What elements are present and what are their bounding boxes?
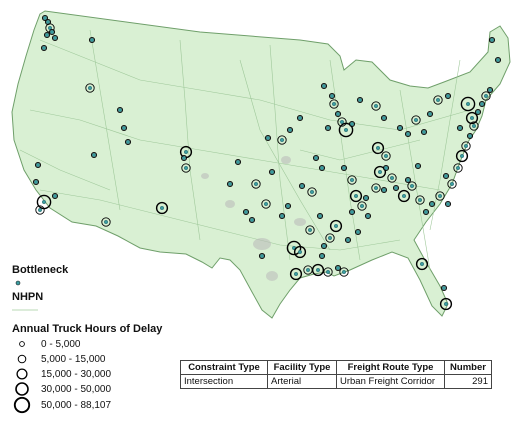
delay-legend-symbols: [13, 341, 31, 414]
delay-legend-title: Annual Truck Hours of Delay: [12, 323, 163, 335]
delay-class-4: 30,000 - 50,000: [41, 384, 112, 395]
header-facility-type: Facility Type: [267, 360, 337, 375]
delay-class-2: 5,000 - 15,000: [41, 354, 106, 365]
nhpn-legend-label: NHPN: [12, 291, 44, 303]
delay-class-3: 15,000 - 30,000: [41, 369, 112, 380]
urban-areas: [201, 156, 306, 281]
cell-constraint-type: Intersection: [180, 374, 268, 389]
bottleneck-legend-label: Bottleneck: [12, 264, 69, 276]
header-freight-route-type: Freight Route Type: [336, 360, 445, 375]
header-constraint-type: Constraint Type: [180, 360, 268, 375]
table-row: Intersection Arterial Urban Freight Corr…: [180, 374, 492, 389]
delay-class-5: 50,000 - 88,107: [41, 400, 112, 411]
header-number: Number: [444, 360, 492, 375]
us-landmass: [11, 10, 511, 319]
summary-table: Constraint Type Facility Type Freight Ro…: [180, 360, 492, 389]
table-header-row: Constraint Type Facility Type Freight Ro…: [180, 360, 492, 375]
cell-freight-route-type: Urban Freight Corridor: [336, 374, 445, 389]
cell-number: 291: [444, 374, 492, 389]
nhpn-network: [19, 29, 471, 271]
cell-facility-type: Arterial: [267, 374, 337, 389]
bottleneck-legend-symbol: [15, 280, 21, 286]
bottleneck-points: [32, 14, 502, 311]
delay-class-1: 0 - 5,000: [41, 339, 81, 350]
